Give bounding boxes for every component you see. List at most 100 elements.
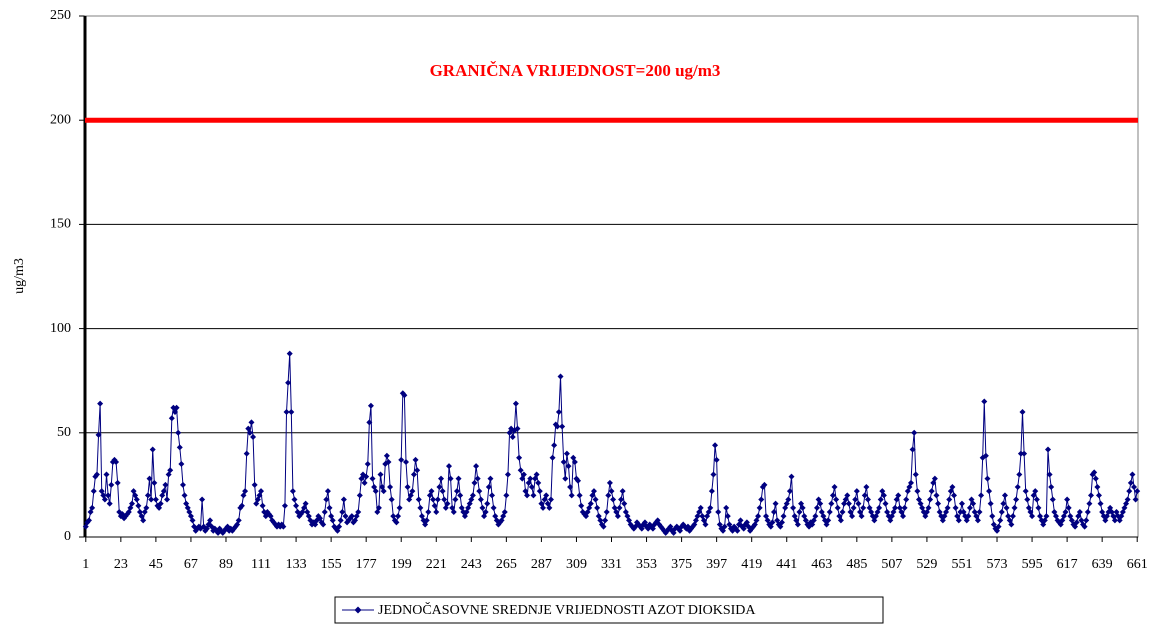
marker (1134, 488, 1141, 495)
marker (356, 492, 363, 499)
marker (1062, 508, 1069, 515)
marker (489, 492, 496, 499)
marker (128, 500, 135, 507)
marker (293, 502, 300, 509)
marker (85, 517, 92, 524)
y-tick-label: 150 (50, 217, 71, 232)
marker (778, 519, 785, 526)
marker (817, 500, 824, 507)
marker (366, 419, 373, 426)
marker (914, 488, 921, 495)
marker (852, 496, 859, 503)
marker (146, 475, 153, 482)
marker (452, 496, 459, 503)
marker (168, 415, 175, 422)
marker (925, 504, 932, 511)
x-tick-label: 485 (846, 557, 867, 572)
marker (430, 496, 437, 503)
marker (144, 492, 151, 499)
marker (737, 517, 744, 524)
marker (243, 450, 250, 457)
marker (281, 502, 288, 509)
x-tick-label: 441 (776, 557, 797, 572)
marker (175, 429, 182, 436)
marker (361, 479, 368, 486)
marker (93, 471, 100, 478)
marker (786, 488, 793, 495)
marker (487, 475, 494, 482)
marker (592, 496, 599, 503)
marker (1046, 471, 1053, 478)
marker (336, 523, 343, 530)
marker (1024, 496, 1031, 503)
plot-frame (84, 15, 1139, 538)
x-tick-label: 221 (426, 557, 447, 572)
marker (987, 500, 994, 507)
marker (551, 442, 558, 449)
marker (246, 429, 253, 436)
marker (900, 513, 907, 520)
marker (772, 500, 779, 507)
marker (474, 475, 481, 482)
marker (770, 508, 777, 515)
marker (1016, 471, 1023, 478)
marker (1124, 496, 1131, 503)
marker (1065, 504, 1072, 511)
marker (845, 500, 852, 507)
marker (337, 517, 344, 524)
marker (151, 479, 158, 486)
x-tick-label: 617 (1057, 557, 1078, 572)
marker (1033, 496, 1040, 503)
marker (1131, 483, 1138, 490)
marker (97, 400, 104, 407)
marker (958, 500, 965, 507)
marker (610, 496, 617, 503)
marker (248, 419, 255, 426)
marker (339, 508, 346, 515)
marker (176, 444, 183, 451)
marker (439, 488, 446, 495)
marker (375, 504, 382, 511)
marker (825, 517, 832, 524)
marker (901, 504, 908, 511)
y-tick-label: 100 (50, 321, 71, 336)
marker (849, 513, 856, 520)
marker (844, 492, 851, 499)
marker (949, 483, 956, 490)
marker (982, 452, 989, 459)
marker (1009, 513, 1016, 520)
annotation: GRANIČNA VRIJEDNOST=200 ug/m3 (430, 61, 721, 80)
marker (340, 496, 347, 503)
marker (535, 479, 542, 486)
marker (834, 504, 841, 511)
marker (512, 400, 519, 407)
marker (1076, 508, 1083, 515)
marker (559, 423, 566, 430)
marker (1084, 508, 1091, 515)
x-tick-label: 89 (219, 557, 233, 572)
x-tick-label: 507 (881, 557, 902, 572)
marker (946, 496, 953, 503)
marker (377, 471, 384, 478)
marker (1011, 504, 1018, 511)
marker (135, 502, 142, 509)
marker (133, 496, 140, 503)
marker (485, 483, 492, 490)
marker (1064, 496, 1071, 503)
marker (976, 508, 983, 515)
marker (734, 527, 741, 534)
marker (935, 500, 942, 507)
marker (911, 429, 918, 436)
marker (931, 475, 938, 482)
marker (1044, 446, 1051, 453)
x-tick-label: 67 (184, 557, 198, 572)
x-tick-label: 529 (916, 557, 937, 572)
marker (978, 492, 985, 499)
marker (369, 475, 376, 482)
marker (1000, 500, 1007, 507)
marker (178, 461, 185, 468)
marker (326, 504, 333, 511)
marker (955, 517, 962, 524)
marker (785, 496, 792, 503)
marker (285, 379, 292, 386)
